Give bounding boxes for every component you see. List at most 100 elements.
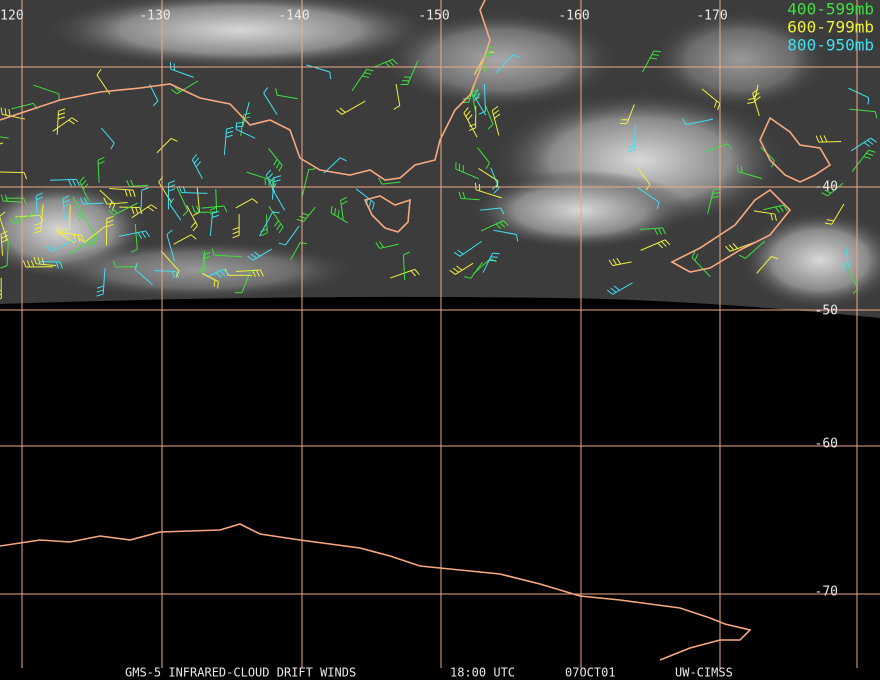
- wind-barb-flag: [81, 235, 85, 243]
- wind-barb-flag: [203, 251, 211, 256]
- wind-barb-flag: [664, 239, 671, 246]
- wind-barb-flag: [874, 111, 878, 119]
- wind-barb-flag: [145, 230, 150, 238]
- wind-barb-flag: [73, 234, 77, 242]
- wind-barb-flag: [278, 165, 283, 172]
- wind-barb: [390, 268, 415, 279]
- wind-barb-flag: [130, 179, 135, 187]
- wind-barb-flag: [694, 253, 699, 261]
- wind-barb: [379, 243, 399, 249]
- wind-barb-flag: [34, 222, 42, 226]
- wind-barb-flag: [112, 260, 117, 268]
- wind-barb-flag: [134, 262, 138, 270]
- wind-barb-flag: [616, 257, 622, 265]
- wind-barb-flag: [739, 254, 746, 259]
- wind-barb-flag: [128, 189, 132, 197]
- wind-barb-flag: [502, 220, 509, 226]
- wind-barb-flag: [62, 199, 70, 204]
- wind-barb-flag: [103, 197, 108, 205]
- wind-barb-flag: [487, 124, 494, 130]
- wind-barb-flag: [368, 200, 372, 208]
- wind-barb-flag: [815, 135, 820, 143]
- wind-barb-flag: [106, 219, 114, 224]
- wind-barb-flag: [8, 108, 11, 117]
- wind-barb-flag: [457, 249, 464, 255]
- wind-barb-flag: [339, 107, 346, 113]
- wind-barb: [3, 200, 22, 203]
- wind-barb-flag: [256, 269, 260, 277]
- wind-barb: [242, 101, 250, 127]
- clouds: [0, 0, 880, 310]
- wind-barb: [468, 84, 476, 103]
- wind-barb-flag: [737, 164, 739, 172]
- wind-barb-flag: [33, 256, 37, 264]
- wind-barb-flag: [96, 285, 104, 289]
- wind-barb-flag: [223, 205, 228, 213]
- wind-barb: [827, 182, 844, 197]
- wind-barb-flag: [131, 207, 135, 215]
- footer-date: 07OCT01: [565, 666, 616, 680]
- wind-barb-flag: [147, 206, 154, 212]
- wind-barb: [170, 68, 194, 78]
- wind-barb-flag: [713, 100, 718, 108]
- wind-barb: [223, 129, 228, 156]
- wind-barb-flag: [485, 162, 491, 170]
- wind-barb-flag: [866, 152, 874, 156]
- wind-barb: [483, 83, 486, 112]
- wind-barb-flag: [452, 267, 460, 273]
- wind-barb-flag: [725, 245, 731, 252]
- wind-barb-flag: [627, 148, 635, 153]
- wind-barb: [303, 206, 316, 222]
- wind-barb: [113, 202, 138, 216]
- wind-barb: [330, 212, 348, 224]
- wind-barb-flag: [275, 88, 278, 96]
- wind-barb-flag: [371, 202, 375, 210]
- footer-source: UW-CIMSS: [675, 666, 733, 680]
- wind-barb-flag: [126, 180, 131, 187]
- wind-barb-flag: [106, 223, 114, 228]
- wind-barb-flag: [819, 135, 824, 143]
- wind-barb-flag: [78, 214, 84, 221]
- wind-barb-flag: [96, 289, 104, 293]
- wind-barb-flag: [649, 57, 658, 60]
- wind-barb-flag: [456, 265, 463, 271]
- wind-barb-flag: [393, 105, 401, 110]
- wind-barb-flag: [195, 161, 201, 168]
- wind-barb: [99, 189, 116, 205]
- wind-barb-flag: [493, 187, 500, 194]
- wind-barb-flag: [111, 208, 118, 214]
- wind-barb-flag: [463, 276, 471, 279]
- wind-barb: [626, 104, 635, 124]
- wind-barbs: [0, 45, 878, 300]
- footer-time: 18:00 UTC: [450, 666, 515, 680]
- wind-barb-flag: [139, 207, 143, 215]
- wind-barb-flag: [364, 72, 372, 75]
- wind-barb-flag: [658, 227, 662, 235]
- wind-barb: [851, 149, 870, 172]
- wind-barb-flag: [403, 251, 411, 256]
- wind-barb-flag: [610, 287, 617, 293]
- wind-barb-flag: [458, 191, 462, 199]
- wind-barb-flag: [608, 259, 614, 266]
- wind-barb-flag: [252, 270, 256, 278]
- wind-barb-flag: [130, 248, 138, 253]
- wind-barb-flag: [211, 214, 219, 218]
- wind-barb-flag: [254, 251, 261, 257]
- wind-barb-flag: [71, 117, 79, 123]
- wind-barb: [202, 273, 219, 283]
- wind-barb: [276, 94, 298, 100]
- wind-barb-flag: [613, 285, 620, 291]
- wind-barb-flag: [251, 198, 259, 204]
- wind-barb-flag: [170, 138, 178, 142]
- wind-barb-flag: [490, 256, 498, 258]
- wind-barb-flag: [135, 207, 139, 215]
- grid-labels: -120 -130 -140 -150 -160 -170 -40 -50 -60 -70: [0, 9, 838, 600]
- wind-barb-flag: [108, 210, 115, 216]
- wind-barb: [636, 166, 651, 185]
- longitude-label: -150: [418, 9, 449, 24]
- latitude-label: -50: [815, 304, 838, 319]
- wind-barb-flag: [375, 242, 381, 249]
- wind-barb-flag: [651, 53, 659, 56]
- wind-barb-flag: [662, 227, 666, 235]
- latitude-label: -60: [815, 437, 838, 452]
